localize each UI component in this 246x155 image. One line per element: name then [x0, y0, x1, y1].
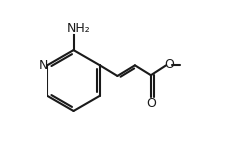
Text: NH₂: NH₂	[67, 22, 91, 35]
Text: O: O	[147, 97, 157, 110]
Text: N: N	[39, 59, 48, 72]
Text: O: O	[165, 58, 174, 71]
